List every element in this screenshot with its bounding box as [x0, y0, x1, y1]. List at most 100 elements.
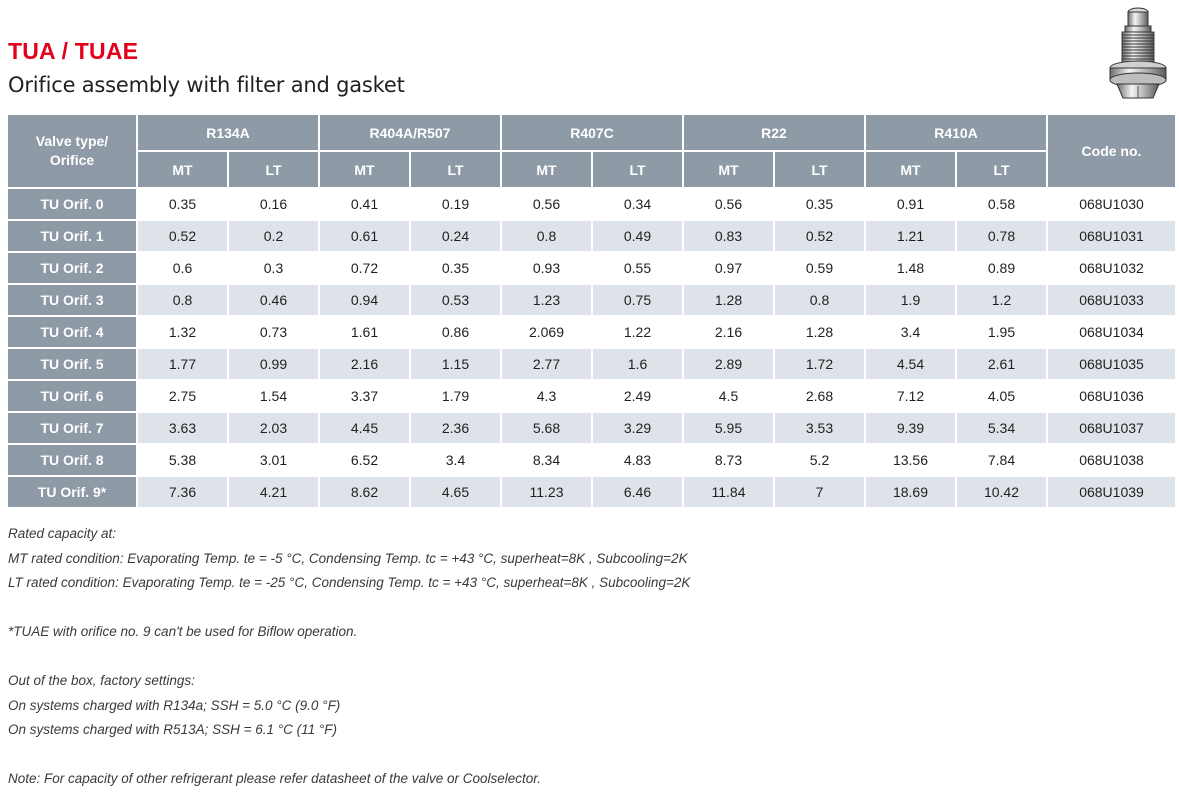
capacity-cell: 4.65 — [411, 477, 500, 507]
capacity-cell: 1.21 — [866, 221, 955, 251]
table-row: TU Orif. 1 0.52 0.2 0.61 0.24 0.8 0.49 0.83 0.52… — [8, 221, 1175, 251]
capacity-cell: 0.86 — [411, 317, 500, 347]
biflow-note: *TUAE with orifice no. 9 can't be used f… — [8, 624, 358, 639]
table-row: TU Orif. 3 0.8 0.46 0.94 0.53 1.23 0.75 1.28 0.8… — [8, 285, 1175, 315]
capacity-cell: 2.03 — [229, 413, 318, 443]
capacity-cell: 0.56 — [502, 189, 591, 219]
code-no-cell: 068U1032 — [1048, 253, 1175, 283]
capacity-cell: 5.68 — [502, 413, 591, 443]
capacity-cell: 0.97 — [684, 253, 773, 283]
code-no-cell: 068U1030 — [1048, 189, 1175, 219]
capacity-cell: 2.49 — [593, 381, 682, 411]
page-subtitle: Orifice assembly with filter and gasket — [8, 73, 405, 97]
capacity-cell: 7.36 — [138, 477, 227, 507]
capacity-cell: 0.16 — [229, 189, 318, 219]
capacity-cell: 0.93 — [502, 253, 591, 283]
mt-rated-condition: MT rated condition: Evaporating Temp. te… — [8, 550, 688, 566]
capacity-cell: 0.53 — [411, 285, 500, 315]
capacity-cell: 7.12 — [866, 381, 955, 411]
refrigerant-header: R134A — [138, 115, 318, 150]
capacity-cell: 0.46 — [229, 285, 318, 315]
capacity-cell: 3.29 — [593, 413, 682, 443]
rated-capacity-heading: Rated capacity at: — [8, 526, 117, 541]
orifice-label: TU Orif. 4 — [8, 317, 136, 347]
capacity-cell: 1.2 — [957, 285, 1046, 315]
capacity-cell: 1.48 — [866, 253, 955, 283]
table-row: TU Orif. 5 1.77 0.99 2.16 1.15 2.77 1.6 2.89 1.7… — [8, 349, 1175, 379]
code-no-cell: 068U1039 — [1048, 477, 1175, 507]
capacity-cell: 3.4 — [866, 317, 955, 347]
capacity-cell: 5.34 — [957, 413, 1046, 443]
capacity-cell: 0.34 — [593, 189, 682, 219]
code-no-cell: 068U1031 — [1048, 221, 1175, 251]
capacity-cell: 0.24 — [411, 221, 500, 251]
capacity-cell: 1.28 — [684, 285, 773, 315]
refrigerant-note: Note: For capacity of other refrigerant … — [8, 771, 542, 786]
capacity-cell: 4.83 — [593, 445, 682, 475]
capacity-cell: 0.35 — [138, 189, 227, 219]
lt-rated-condition: LT rated condition: Evaporating Temp. te… — [8, 575, 691, 590]
capacity-cell: 2.68 — [775, 381, 864, 411]
capacity-cell: 3.37 — [320, 381, 409, 411]
r134a-setting: On systems charged with R134a; SSH = 5.0… — [8, 697, 341, 713]
capacity-cell: 0.8 — [138, 285, 227, 315]
capacity-cell: 18.69 — [866, 477, 955, 507]
table-row: TU Orif. 6 2.75 1.54 3.37 1.79 4.3 2.49 4.5 2.68… — [8, 381, 1175, 411]
refrigerant-header: R404A/R507 — [320, 115, 500, 150]
table-row: TU Orif. 2 0.6 0.3 0.72 0.35 0.93 0.55 0.97 0.59… — [8, 253, 1175, 283]
code-no-header: Code no. — [1048, 115, 1175, 187]
mt-header: MT — [320, 152, 409, 187]
code-no-cell: 068U1034 — [1048, 317, 1175, 347]
factory-settings-heading: Out of the box, factory settings: — [8, 673, 195, 688]
capacity-cell: 2.89 — [684, 349, 773, 379]
mt-header: MT — [502, 152, 591, 187]
r513a-setting: On systems charged with R513A; SSH = 6.1… — [8, 722, 338, 737]
lt-header: LT — [957, 152, 1046, 187]
capacity-cell: 0.94 — [320, 285, 409, 315]
capacity-cell: 10.42 — [957, 477, 1046, 507]
capacity-cell: 3.4 — [411, 445, 500, 475]
capacity-cell: 9.39 — [866, 413, 955, 443]
mt-header: MT — [866, 152, 955, 187]
orifice-label: TU Orif. 1 — [8, 221, 136, 251]
capacity-cell: 0.41 — [320, 189, 409, 219]
capacity-cell: 4.05 — [957, 381, 1046, 411]
capacity-cell: 0.49 — [593, 221, 682, 251]
capacity-cell: 0.61 — [320, 221, 409, 251]
page-title: TUA / TUAE — [8, 38, 139, 64]
orifice-label: TU Orif. 3 — [8, 285, 136, 315]
capacity-cell: 0.52 — [138, 221, 227, 251]
capacity-cell: 1.54 — [229, 381, 318, 411]
capacity-cell: 2.77 — [502, 349, 591, 379]
capacity-cell: 0.58 — [957, 189, 1046, 219]
capacity-cell: 0.91 — [866, 189, 955, 219]
capacity-cell: 1.77 — [138, 349, 227, 379]
capacity-cell: 4.3 — [502, 381, 591, 411]
capacity-cell: 3.01 — [229, 445, 318, 475]
orifice-label: TU Orif. 2 — [8, 253, 136, 283]
capacity-cell: 0.52 — [775, 221, 864, 251]
table-body: TU Orif. 0 0.35 0.16 0.41 0.19 0.56 0.34 0.56 0.… — [8, 189, 1175, 507]
table-row: TU Orif. 8 5.38 3.01 6.52 3.4 8.34 4.83 8.73 5.2… — [8, 445, 1175, 475]
capacity-cell: 6.46 — [593, 477, 682, 507]
refrigerant-header: R407C — [502, 115, 682, 150]
capacity-cell: 2.16 — [684, 317, 773, 347]
capacity-cell: 5.95 — [684, 413, 773, 443]
capacity-cell: 3.63 — [138, 413, 227, 443]
capacity-cell: 5.2 — [775, 445, 864, 475]
table-row: TU Orif. 7 3.63 2.03 4.45 2.36 5.68 3.29 5.95 3.… — [8, 413, 1175, 443]
code-no-cell: 068U1038 — [1048, 445, 1175, 475]
orifice-label: TU Orif. 6 — [8, 381, 136, 411]
capacity-cell: 0.56 — [684, 189, 773, 219]
capacity-cell: 0.3 — [229, 253, 318, 283]
refrigerant-header: R22 — [684, 115, 864, 150]
capacity-cell: 0.99 — [229, 349, 318, 379]
lt-header: LT — [775, 152, 864, 187]
capacity-cell: 1.28 — [775, 317, 864, 347]
table-row: TU Orif. 4 1.32 0.73 1.61 0.86 2.069 1.22 2.16 1… — [8, 317, 1175, 347]
capacity-cell: 0.83 — [684, 221, 773, 251]
capacity-cell: 11.84 — [684, 477, 773, 507]
lt-header: LT — [229, 152, 318, 187]
capacity-cell: 4.5 — [684, 381, 773, 411]
capacity-cell: 0.75 — [593, 285, 682, 315]
